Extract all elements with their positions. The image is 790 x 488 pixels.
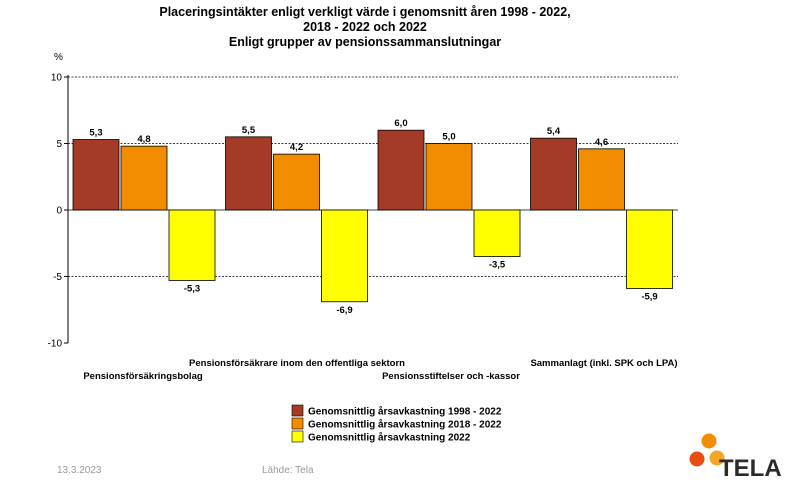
data-label: -5,9 (641, 291, 657, 302)
footer-source: Lähde: Tela (262, 465, 314, 476)
category-label: Pensionsförsäkrare inom den offentliga s… (189, 358, 405, 369)
bar (273, 153, 320, 211)
bar (425, 143, 473, 211)
title-line-3: Enligt grupper av pensionssammanslutning… (229, 35, 501, 49)
data-labels: 5,3 4,8 -5,3 5,5 4,2 -6,9 6,0 5,0 -3,5 5,4 4,6 -5,9 (89, 118, 657, 316)
legend-swatch (291, 404, 304, 417)
y-tick-label: 10 (51, 73, 63, 84)
bar (225, 136, 272, 211)
bars (72, 129, 673, 303)
y-tick-label: 5 (56, 139, 62, 150)
bar (377, 129, 425, 211)
bar (321, 209, 368, 303)
data-label: 5,0 (442, 132, 455, 143)
bar (473, 209, 521, 257)
legend-label: Genomsnittlig årsavkastning 2018 - 2022 (308, 419, 502, 431)
data-label: 5,5 (242, 125, 256, 136)
data-label: -3,5 (489, 260, 506, 271)
chart-title: Placeringsintäkter enligt verkligt värde… (159, 5, 570, 49)
category-label: Pensionsförsäkringsbolag (83, 371, 203, 382)
category-label: Pensionsstiftelser och -kassor (382, 371, 520, 382)
bar (72, 139, 120, 211)
bar (168, 209, 216, 281)
tela-logo: TELA (689, 433, 782, 482)
legend-swatch (291, 417, 304, 430)
data-label: 4,8 (137, 134, 150, 145)
y-axis: 10 5 0 -5 -10 (48, 73, 69, 350)
legend-label: Genomsnittlig årsavkastning 2022 (308, 432, 471, 444)
data-label: 4,2 (290, 142, 303, 153)
legend: Genomsnittlig årsavkastning 1998 - 2022G… (291, 404, 502, 444)
y-axis-label: % (54, 52, 63, 63)
y-tick-label: 0 (56, 206, 62, 217)
category-label: Sammanlagt (inkl. SPK och LPA) (530, 358, 677, 369)
legend-swatch (291, 430, 304, 443)
logo-dot-left (689, 451, 705, 467)
logo-dot-top (701, 433, 717, 449)
y-tick-label: -10 (48, 339, 63, 350)
logo-text: TELA (719, 455, 782, 482)
category-labels: Pensionsförsäkringsbolag Pensionsförsäkra… (83, 358, 677, 382)
footer-date: 13.3.2023 (57, 465, 102, 476)
data-label: 4,6 (595, 137, 608, 148)
data-label: -5,3 (184, 283, 200, 294)
bar (626, 209, 673, 289)
legend-label: Genomsnittlig årsavkastning 1998 - 2022 (308, 406, 502, 418)
data-label: 6,0 (394, 118, 407, 129)
logo-dot-right (709, 450, 725, 466)
title-line-2: 2018 - 2022 och 2022 (303, 20, 427, 34)
data-label: 5,4 (547, 126, 561, 137)
data-label: -6,9 (336, 305, 352, 316)
bar (530, 137, 577, 211)
bar (120, 145, 168, 211)
data-label: 5,3 (89, 128, 102, 139)
bar (578, 148, 625, 211)
y-tick-label: -5 (53, 272, 62, 283)
title-line-1: Placeringsintäkter enligt verkligt värde… (159, 5, 570, 19)
